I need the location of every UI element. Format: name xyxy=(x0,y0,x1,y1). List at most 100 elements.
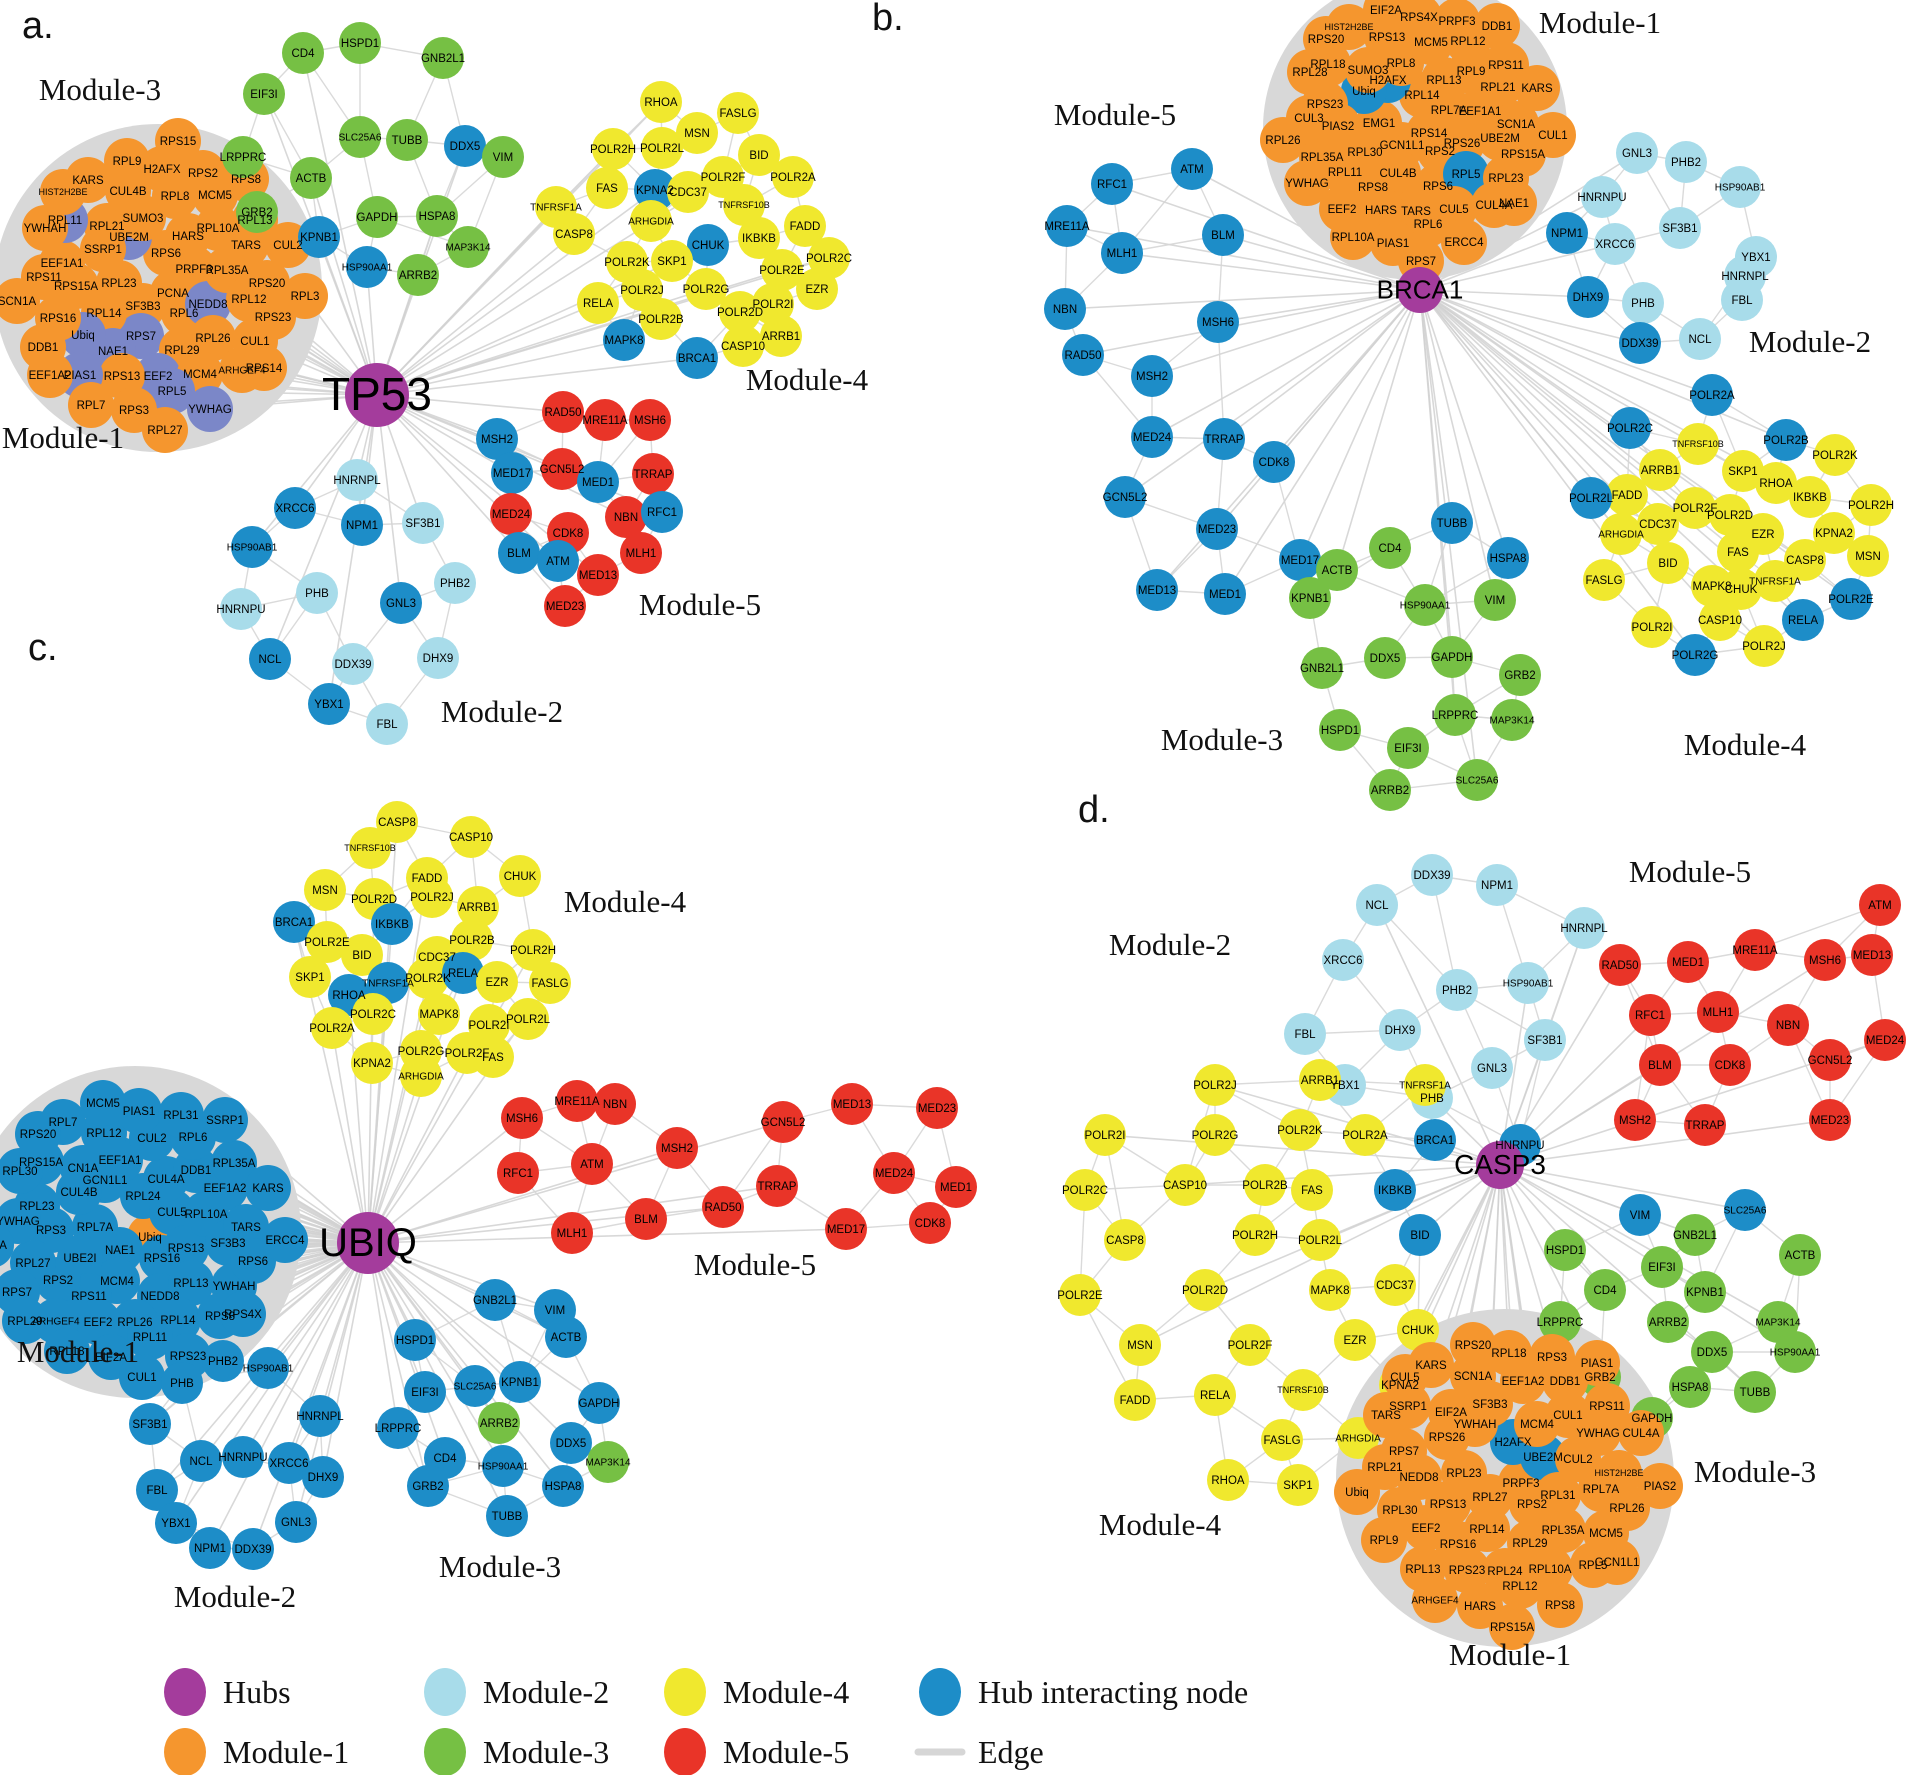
gene-node-c-RFC1[interactable] xyxy=(497,1152,539,1194)
gene-node-b-ATM[interactable] xyxy=(1171,148,1213,190)
gene-node-c-RPS20[interactable] xyxy=(15,1111,61,1157)
gene-node-d-RPS15A[interactable] xyxy=(1489,1604,1535,1650)
gene-node-c-MCM5[interactable] xyxy=(80,1080,126,1126)
gene-node-b-KARS[interactable] xyxy=(1514,65,1560,111)
gene-node-d-FBL[interactable] xyxy=(1284,1013,1326,1055)
gene-node-c-CDK8[interactable] xyxy=(909,1202,951,1244)
gene-node-d-CHUK[interactable] xyxy=(1397,1309,1439,1351)
gene-node-b-RFC1[interactable] xyxy=(1091,163,1133,205)
gene-node-c-MED1[interactable] xyxy=(935,1166,977,1208)
gene-node-c-MSN[interactable] xyxy=(304,869,346,911)
gene-node-a-CASP8[interactable] xyxy=(553,213,595,255)
gene-node-a-PHB2[interactable] xyxy=(434,562,476,604)
gene-node-a-EIF3I[interactable] xyxy=(243,73,285,115)
hub-node-UBIQ[interactable] xyxy=(337,1212,399,1274)
gene-node-b-CDK8[interactable] xyxy=(1253,441,1295,483)
gene-node-b-DHX9[interactable] xyxy=(1567,276,1609,318)
hub-node-BRCA1[interactable] xyxy=(1397,267,1443,313)
gene-node-c-TRRAP[interactable] xyxy=(756,1165,798,1207)
gene-node-a-SLC25A6[interactable] xyxy=(339,116,381,158)
gene-node-c-MED24[interactable] xyxy=(873,1152,915,1194)
gene-node-c-POLR2B[interactable] xyxy=(451,919,493,961)
gene-node-b-HSPA8[interactable] xyxy=(1487,537,1529,579)
gene-node-b-HNRNPU[interactable] xyxy=(1581,176,1623,218)
gene-node-c-ARRB2[interactable] xyxy=(478,1402,520,1444)
gene-node-a-TRRAP[interactable] xyxy=(632,453,674,495)
gene-node-c-GRB2[interactable] xyxy=(407,1465,449,1507)
gene-node-d-RELA[interactable] xyxy=(1194,1374,1236,1416)
gene-node-b-GNL3[interactable] xyxy=(1616,132,1658,174)
gene-node-d-KPNB1[interactable] xyxy=(1684,1271,1726,1313)
gene-node-a-CHUK[interactable] xyxy=(687,224,729,266)
gene-node-a-DDX5[interactable] xyxy=(444,125,486,167)
gene-node-a-GCN5L2[interactable] xyxy=(541,448,583,490)
gene-node-c-NCL[interactable] xyxy=(180,1440,222,1482)
gene-node-d-IKBKB[interactable] xyxy=(1374,1169,1416,1211)
gene-node-a-MRE11A[interactable] xyxy=(584,399,626,441)
gene-node-a-POLR2A[interactable] xyxy=(772,156,814,198)
gene-node-d-MSH2[interactable] xyxy=(1614,1099,1656,1141)
gene-node-a-HIST2H2BE[interactable] xyxy=(40,169,86,215)
gene-node-d-PIAS1[interactable] xyxy=(1574,1340,1620,1386)
gene-node-c-CASP8[interactable] xyxy=(376,801,418,843)
gene-node-a-HSP90AA1[interactable] xyxy=(346,246,388,288)
gene-node-d-BRCA1[interactable] xyxy=(1414,1119,1456,1161)
gene-node-a-YWHAH[interactable] xyxy=(22,205,68,251)
gene-node-d-DDX39[interactable] xyxy=(1411,854,1453,896)
gene-node-c-BRCA1[interactable] xyxy=(273,901,315,943)
gene-node-b-BLM[interactable] xyxy=(1202,214,1244,256)
gene-node-c-HNRNPL[interactable] xyxy=(299,1395,341,1437)
gene-node-a-TNFRSF10B[interactable] xyxy=(723,184,765,226)
gene-node-d-EIF3I[interactable] xyxy=(1641,1246,1683,1288)
gene-node-b-POLR2B[interactable] xyxy=(1765,419,1807,461)
gene-node-c-GAPDH[interactable] xyxy=(578,1382,620,1424)
gene-node-a-ARRB1[interactable] xyxy=(760,315,802,357)
gene-node-b-NBN[interactable] xyxy=(1044,288,1086,330)
gene-node-d-RFC1[interactable] xyxy=(1629,994,1671,1036)
gene-node-a-FASLG[interactable] xyxy=(717,92,759,134)
gene-node-a-GAPDH[interactable] xyxy=(356,196,398,238)
gene-node-d-POLR2G[interactable] xyxy=(1194,1114,1236,1156)
gene-node-c-RPL18[interactable] xyxy=(44,1328,90,1374)
gene-node-c-POLR2J[interactable] xyxy=(411,876,453,918)
gene-node-b-TUBB[interactable] xyxy=(1431,502,1473,544)
gene-node-c-TUBB[interactable] xyxy=(486,1495,528,1537)
gene-node-d-POLR2H[interactable] xyxy=(1234,1214,1276,1256)
gene-node-a-EZR[interactable] xyxy=(796,268,838,310)
gene-node-d-GNB2L1[interactable] xyxy=(1674,1214,1716,1256)
gene-node-c-RPS4X[interactable] xyxy=(220,1291,266,1337)
gene-node-a-NCL[interactable] xyxy=(249,638,291,680)
gene-node-b-FADD[interactable] xyxy=(1606,474,1648,516)
gene-node-b-CD4[interactable] xyxy=(1369,527,1411,569)
gene-node-b-CUL1[interactable] xyxy=(1530,112,1576,158)
gene-node-b-LRPPRC[interactable] xyxy=(1434,694,1476,736)
gene-node-a-RPS20[interactable] xyxy=(244,260,290,306)
gene-node-b-FASLG[interactable] xyxy=(1583,559,1625,601)
gene-node-b-PRPF3[interactable] xyxy=(1434,0,1480,44)
gene-node-b-ARRB1[interactable] xyxy=(1639,449,1681,491)
gene-node-c-PHB[interactable] xyxy=(161,1362,203,1404)
gene-node-c-EIF3I[interactable] xyxy=(404,1371,446,1413)
gene-node-c-RELA[interactable] xyxy=(442,952,484,994)
gene-node-a-NPM1[interactable] xyxy=(341,504,383,546)
gene-node-c-RAD50[interactable] xyxy=(702,1186,744,1228)
gene-node-b-ACTB[interactable] xyxy=(1316,549,1358,591)
gene-node-a-RPL3[interactable] xyxy=(282,273,328,319)
gene-node-d-CDK8[interactable] xyxy=(1709,1044,1751,1086)
gene-node-b-CHUK[interactable] xyxy=(1720,568,1762,610)
gene-node-d-Ubiq[interactable] xyxy=(1334,1469,1380,1515)
gene-node-c-POLR2E[interactable] xyxy=(306,921,348,963)
gene-node-d-POLR2J[interactable] xyxy=(1194,1064,1236,1106)
gene-node-d-FAS[interactable] xyxy=(1291,1169,1333,1211)
gene-node-c-MED23[interactable] xyxy=(916,1087,958,1129)
gene-node-a-MSH6[interactable] xyxy=(629,399,671,441)
gene-node-d-MED24[interactable] xyxy=(1864,1019,1906,1061)
gene-node-d-POLR2L[interactable] xyxy=(1299,1219,1341,1261)
gene-node-c-MRE11A[interactable] xyxy=(556,1080,598,1122)
gene-node-a-POLR2H[interactable] xyxy=(592,128,634,170)
gene-node-d-RPS11[interactable] xyxy=(1584,1383,1630,1429)
gene-node-b-SLC25A6[interactable] xyxy=(1456,759,1498,801)
gene-node-b-RHOA[interactable] xyxy=(1755,462,1797,504)
gene-node-b-TNFRSF10B[interactable] xyxy=(1677,423,1719,465)
gene-node-d-POLR2C[interactable] xyxy=(1064,1169,1106,1211)
